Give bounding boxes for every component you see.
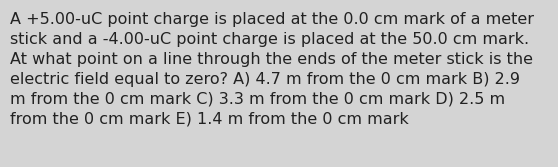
Text: A +5.00-uC point charge is placed at the 0.0 cm mark of a meter
stick and a -4.0: A +5.00-uC point charge is placed at the… [10,12,534,127]
